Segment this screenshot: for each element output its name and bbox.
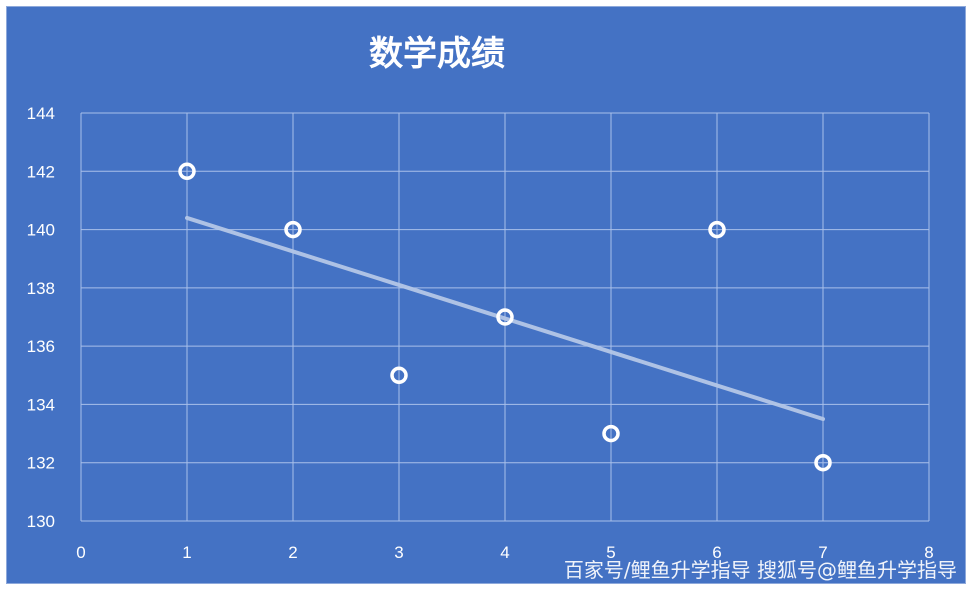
scatter-point bbox=[178, 162, 196, 181]
scatter-point bbox=[390, 366, 408, 385]
watermark-text: 百家号/鲤鱼升学指导 搜狐号@鲤鱼升学指导 bbox=[564, 558, 957, 582]
x-tick-label: 1 bbox=[182, 543, 191, 562]
y-tick-label: 130 bbox=[27, 512, 55, 531]
y-axis-ticks: 130 132 134 136 138 140 142 144 bbox=[27, 104, 55, 531]
scatter-point bbox=[496, 308, 514, 326]
scatter-point bbox=[814, 453, 832, 472]
y-tick-label: 134 bbox=[27, 395, 55, 414]
chart-title: 数学成绩 bbox=[369, 34, 505, 74]
x-axis-ticks: 0 1 2 3 4 5 6 7 8 bbox=[76, 543, 933, 562]
x-tick-label: 4 bbox=[500, 543, 509, 562]
trendline-layer bbox=[185, 215, 825, 421]
x-tick-label: 7 bbox=[818, 543, 827, 562]
scatter-point bbox=[284, 220, 302, 239]
y-tick-label: 138 bbox=[27, 279, 55, 298]
scatter-point bbox=[708, 220, 726, 239]
x-tick-label: 3 bbox=[394, 543, 403, 562]
x-tick-label: 6 bbox=[712, 543, 721, 562]
x-tick-label: 2 bbox=[288, 543, 297, 562]
y-tick-label: 144 bbox=[27, 104, 55, 123]
x-tick-label: 8 bbox=[924, 543, 933, 562]
trendline bbox=[185, 215, 825, 421]
data-points bbox=[178, 162, 832, 472]
y-tick-label: 132 bbox=[27, 454, 55, 473]
scatter-point bbox=[602, 424, 620, 443]
y-tick-label: 142 bbox=[27, 162, 55, 181]
y-tick-label: 136 bbox=[27, 337, 55, 356]
x-tick-label: 0 bbox=[76, 543, 85, 562]
x-tick-label: 5 bbox=[606, 543, 615, 562]
y-tick-label: 140 bbox=[27, 221, 55, 240]
